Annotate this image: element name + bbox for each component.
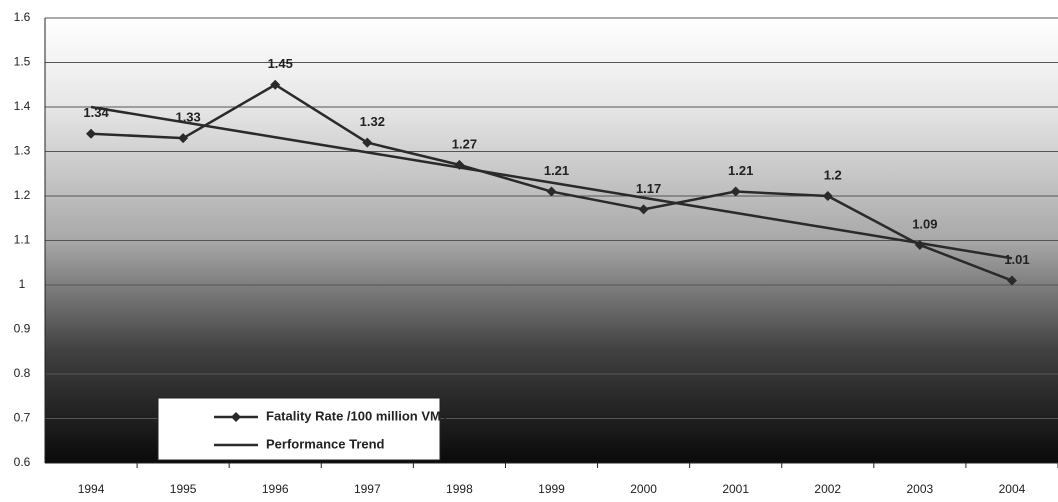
y-tick-label: 0.7: [14, 411, 31, 425]
point: [270, 79, 281, 90]
x-tick-label: 2001: [722, 482, 749, 496]
y-tick-label: 0.8: [14, 366, 31, 380]
data-label: 1.09: [912, 216, 937, 231]
data-label: 1.21: [544, 163, 569, 178]
x-tick-label: 2003: [907, 482, 934, 496]
point: [178, 133, 189, 144]
data-label: 1.32: [360, 114, 385, 129]
point: [638, 204, 649, 215]
y-tick-label: 1.4: [14, 99, 31, 113]
y-tick-label: 1: [19, 277, 26, 291]
series-line: [90, 105, 1013, 260]
data-label: 1.21: [728, 163, 753, 178]
data-label: 1.17: [636, 181, 661, 196]
data-label: 1.2: [824, 167, 842, 182]
point: [362, 137, 373, 148]
y-tick-label: 1.3: [14, 144, 31, 158]
data-label: 1.45: [268, 56, 293, 71]
legend-label: Fatality Rate /100 million VMT: [266, 408, 449, 423]
x-tick-label: 1994: [78, 482, 105, 496]
x-tick-label: 2004: [999, 482, 1026, 496]
x-tick-label: 1995: [170, 482, 197, 496]
x-tick-label: 1997: [354, 482, 381, 496]
data-label: 1.01: [1004, 252, 1029, 267]
y-tick-label: 1.2: [14, 188, 31, 202]
legend: [157, 397, 441, 461]
x-tick-label: 2000: [630, 482, 657, 496]
legend-label: Performance Trend: [266, 436, 385, 451]
y-tick-label: 0.9: [14, 322, 31, 336]
point: [1006, 275, 1017, 286]
y-tick-label: 1.1: [14, 233, 31, 247]
y-tick-label: 0.6: [14, 455, 31, 469]
x-tick-label: 1996: [262, 482, 289, 496]
x-tick-label: 1999: [538, 482, 565, 496]
point: [546, 186, 557, 197]
y-tick-label: 1.5: [14, 55, 31, 69]
point: [730, 186, 741, 197]
point: [86, 128, 97, 139]
legend-marker: [231, 412, 241, 422]
x-tick-label: 1998: [446, 482, 473, 496]
point: [822, 191, 833, 201]
y-tick-label: 1.6: [14, 10, 31, 24]
x-tick-label: 2002: [814, 482, 841, 496]
data-label: 1.27: [452, 136, 477, 151]
